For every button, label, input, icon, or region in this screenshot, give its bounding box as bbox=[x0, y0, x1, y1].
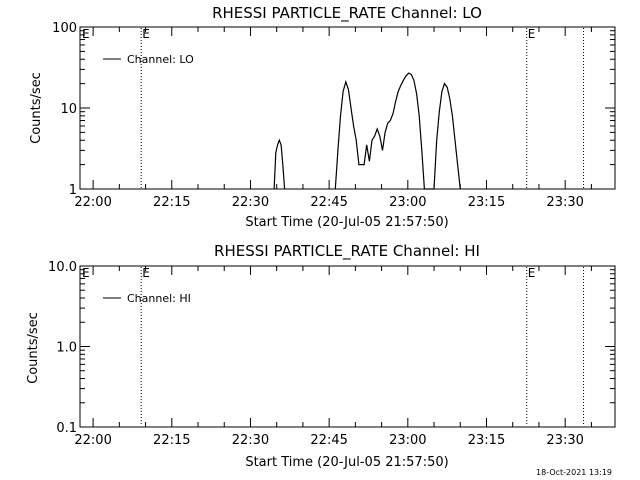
x-tick-label-hi: 22:15 bbox=[153, 433, 190, 448]
plot-frame-lo bbox=[79, 26, 616, 190]
chart-title-hi: RHESSI PARTICLE_RATE Channel: HI bbox=[214, 242, 480, 261]
edge-flag-hi: E bbox=[82, 266, 90, 280]
series-line-lo-1 bbox=[273, 138, 286, 190]
y-axis-label-hi: Counts/sec bbox=[26, 312, 41, 384]
legend-label-hi: Channel: HI bbox=[127, 292, 191, 305]
x-tick-label-lo: 22:30 bbox=[232, 195, 269, 210]
x-tick-label-hi: 23:15 bbox=[468, 433, 505, 448]
series-lo bbox=[273, 72, 461, 190]
flag-label-hi: E bbox=[528, 266, 536, 280]
timestamp: 18-Oct-2021 13:19 bbox=[536, 468, 612, 477]
x-tick-label-hi: 22:00 bbox=[74, 433, 111, 448]
x-tick-label-hi: 22:45 bbox=[310, 433, 347, 448]
y-axis-hi: 0.1 1.0 10.0 bbox=[48, 260, 615, 436]
y-tick-label-lo: 1 bbox=[69, 183, 77, 198]
y-axis-lo: 1 10 100 bbox=[52, 21, 615, 198]
y-tick-label-hi: 10.0 bbox=[48, 260, 77, 275]
y-tick-label-hi: 1.0 bbox=[56, 341, 77, 356]
flag-label-hi: E bbox=[142, 266, 150, 280]
x-tick-label-hi: 23:30 bbox=[546, 433, 583, 448]
flag-label-lo: E bbox=[142, 27, 150, 41]
legend-label-lo: Channel: LO bbox=[127, 53, 194, 66]
y-tick-label-hi: 0.1 bbox=[56, 421, 77, 436]
x-axis-lo: 22:00 22:15 22:30 22:45 23:00 23:15 23:30 bbox=[74, 27, 592, 210]
x-tick-label-lo: 23:15 bbox=[468, 195, 505, 210]
x-axis-label-hi: Start Time (20-Jul-05 21:57:50) bbox=[245, 455, 448, 470]
x-tick-label-lo: 22:15 bbox=[153, 195, 190, 210]
x-tick-label-lo: 22:00 bbox=[74, 195, 111, 210]
edge-flag-lo: E bbox=[82, 27, 90, 41]
y-axis-label-lo: Counts/sec bbox=[29, 72, 44, 144]
plot-frame-hi bbox=[79, 265, 616, 428]
y-tick-label-lo: 100 bbox=[52, 21, 77, 36]
x-tick-label-hi: 22:30 bbox=[232, 433, 269, 448]
x-tick-label-hi: 23:00 bbox=[389, 433, 426, 448]
x-axis-hi: 22:00 22:15 22:30 22:45 23:00 23:15 23:30 bbox=[74, 266, 592, 448]
series-line-lo-2 bbox=[334, 72, 461, 190]
chart-title-lo: RHESSI PARTICLE_RATE Channel: LO bbox=[212, 4, 482, 23]
flag-label-lo: E bbox=[528, 27, 536, 41]
x-tick-label-lo: 22:45 bbox=[310, 195, 347, 210]
x-tick-label-lo: 23:30 bbox=[546, 195, 583, 210]
x-tick-label-lo: 23:00 bbox=[389, 195, 426, 210]
y-tick-label-lo: 10 bbox=[60, 102, 77, 117]
x-axis-label-lo: Start Time (20-Jul-05 21:57:50) bbox=[245, 215, 448, 230]
